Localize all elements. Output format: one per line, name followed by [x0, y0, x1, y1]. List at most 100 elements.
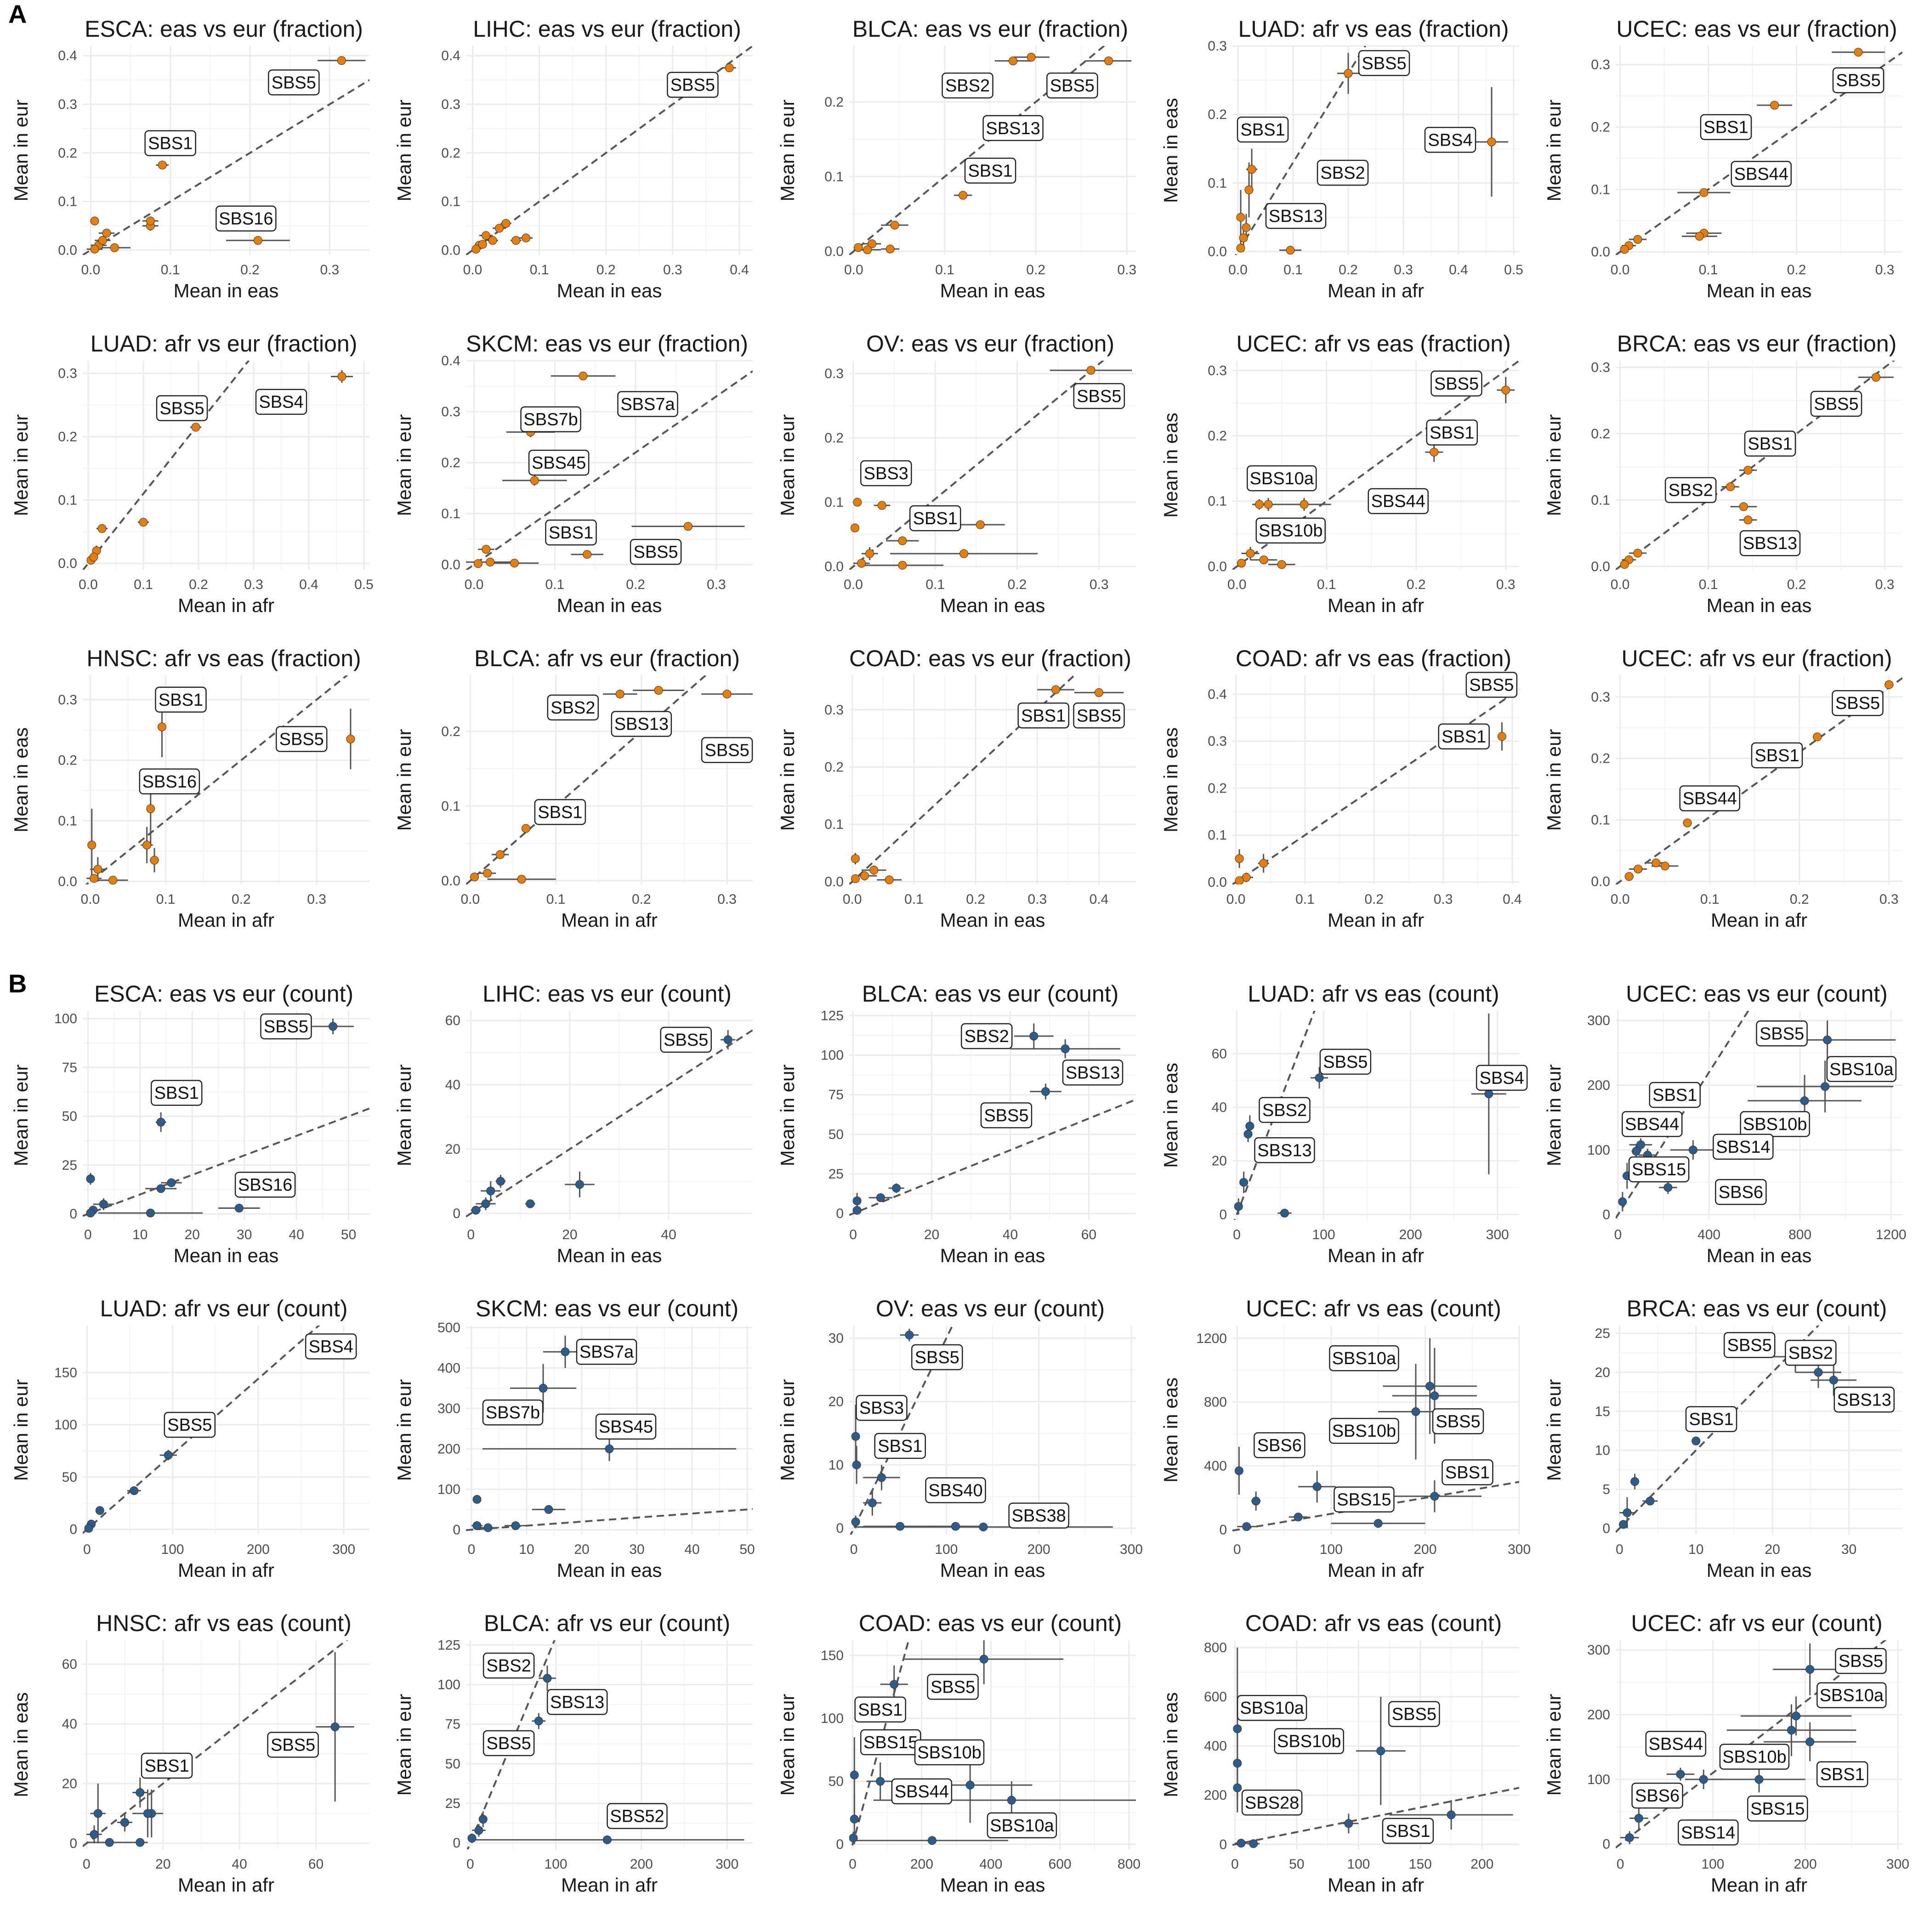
point-label: SBS44	[1679, 785, 1740, 811]
chart-title: LIHC: eas vs eur (count)	[482, 981, 732, 1007]
data-point	[1237, 1839, 1246, 1848]
plot-area	[83, 1019, 369, 1218]
y-axis-label: Mean in eur	[1543, 729, 1565, 831]
x-tick-label: 20	[562, 1227, 577, 1242]
data-point	[1007, 1796, 1016, 1805]
point-label: SBS5	[667, 72, 719, 98]
point-label: SBS4	[1424, 127, 1476, 153]
y-tick-label: 150	[821, 1648, 844, 1663]
y-tick-label: 0.0	[1208, 244, 1227, 260]
data-point	[959, 549, 969, 558]
x-tick-label: 0.2	[1008, 577, 1027, 592]
y-tick-label: 0.1	[441, 194, 460, 210]
label-text: SBS10b	[1332, 1422, 1396, 1441]
x-tick-label: 0.2	[632, 892, 651, 907]
label-text: SBS52	[610, 1807, 664, 1826]
data-point	[1237, 559, 1246, 568]
chart-title: BLCA: afr vs eur (fraction)	[474, 646, 740, 671]
y-tick-label: 100	[821, 1048, 844, 1063]
y-tick-label: 200	[1204, 1788, 1227, 1803]
y-tick-label: 0.3	[1591, 360, 1610, 375]
label-text: SBS5	[271, 1736, 315, 1755]
reference-diagonal	[83, 361, 250, 570]
point-label: SBS1	[141, 1752, 193, 1779]
x-tick-label: 20	[1765, 1542, 1780, 1557]
x-tick-label: 0.3	[1117, 262, 1136, 278]
data-point	[530, 476, 539, 485]
point-label: SBS5	[980, 1102, 1033, 1128]
x-tick-label: 100	[1347, 1857, 1370, 1872]
data-point	[877, 501, 886, 510]
point-label: SBS1	[1700, 114, 1752, 140]
data-point	[583, 550, 592, 559]
data-point	[1447, 1810, 1456, 1819]
label-box	[1432, 1408, 1484, 1434]
label-text: SBS5	[664, 1031, 708, 1050]
x-tick-label: 0.2	[626, 577, 645, 592]
label-text: SBS7a	[620, 395, 675, 414]
data-point	[852, 1196, 862, 1206]
data-point	[886, 244, 895, 254]
data-point	[467, 1834, 477, 1843]
x-tick-label: 0.0	[1611, 892, 1630, 907]
x-axis-label: Mean in eas	[940, 595, 1045, 616]
label-text: SBS3	[864, 464, 908, 483]
label-box	[1254, 1137, 1315, 1163]
x-axis-label: Mean in eas	[940, 1559, 1045, 1581]
data-point	[1430, 448, 1439, 457]
label-text: SBS15	[863, 1733, 918, 1752]
label-text: SBS16	[219, 210, 273, 229]
data-point	[329, 1022, 338, 1031]
y-tick-label: 100	[54, 1011, 77, 1026]
plot-area	[85, 675, 355, 884]
label-text: SBS1	[1442, 727, 1486, 747]
x-axis-label: Mean in eas	[1707, 1559, 1812, 1581]
point-label: SBS10a	[1329, 1345, 1399, 1371]
label-text: SBS1	[1748, 435, 1792, 454]
data-point	[1344, 1819, 1353, 1828]
point-label: SBS44	[891, 1778, 953, 1805]
y-tick-label: 0.0	[1208, 559, 1227, 574]
y-axis-label: Mean in eur	[10, 1065, 32, 1167]
point-label: SBS5	[1358, 50, 1410, 76]
x-tick-label: 0.1	[546, 892, 566, 907]
data-point	[1294, 1513, 1303, 1522]
label-box	[909, 505, 961, 532]
label-text: SBS4	[259, 393, 303, 412]
x-tick-label: 200	[630, 1857, 653, 1872]
point-label: SBS38	[1008, 1502, 1069, 1529]
label-text: SBS5	[1469, 675, 1514, 695]
label-box	[482, 1652, 535, 1679]
y-tick-label: 0.3	[1208, 734, 1227, 749]
y-axis-label: Mean in eur	[1543, 100, 1565, 202]
data-point	[87, 840, 96, 850]
y-tick-label: 50	[62, 1109, 77, 1124]
data-point	[481, 1199, 490, 1208]
chart-B15: 0 100 200 300 0 100 200 300 SBS5 SBS10a SBS44 SBS10…	[1543, 1610, 1909, 1896]
x-tick-label: 0.0	[463, 262, 482, 278]
data-point	[1743, 516, 1753, 525]
point-label: SBS15	[1747, 1796, 1808, 1822]
chart-B9: 0 100 200 300 0 400 800 1200 SBS10a SBS10b SBS5 SBS…	[1160, 1296, 1531, 1581]
data-point	[1487, 137, 1496, 147]
chart-title: UCEC: afr vs eas (fraction)	[1236, 331, 1510, 357]
y-tick-label: 100	[437, 1677, 460, 1693]
y-axis-label: Mean in eur	[393, 1379, 415, 1481]
y-tick-label: 0.3	[441, 97, 460, 112]
label-box	[1631, 1782, 1683, 1809]
data-point	[472, 1495, 482, 1504]
y-tick-label: 0.2	[58, 429, 77, 444]
y-axis-label: Mean in eas	[1160, 1377, 1181, 1483]
x-tick-label: 0.0	[81, 262, 100, 278]
data-point	[522, 233, 531, 243]
point-label: SBS1	[1816, 1761, 1868, 1787]
x-tick-label: 10	[132, 1227, 148, 1242]
plot-area	[466, 1336, 753, 1532]
x-tick-label: 0	[467, 1227, 475, 1242]
y-axis-label: Mean in eur	[777, 1065, 798, 1167]
label-box	[1329, 1417, 1399, 1444]
data-point	[1652, 858, 1661, 867]
chart-A11: 0.0 0.1 0.2 0.3 0.0 0.1 0.2 0.3 SBS1 SBS5 SBS16 HNS…	[10, 646, 369, 931]
label-text: SBS1	[159, 691, 203, 710]
point-label: SBS44	[1731, 161, 1792, 187]
